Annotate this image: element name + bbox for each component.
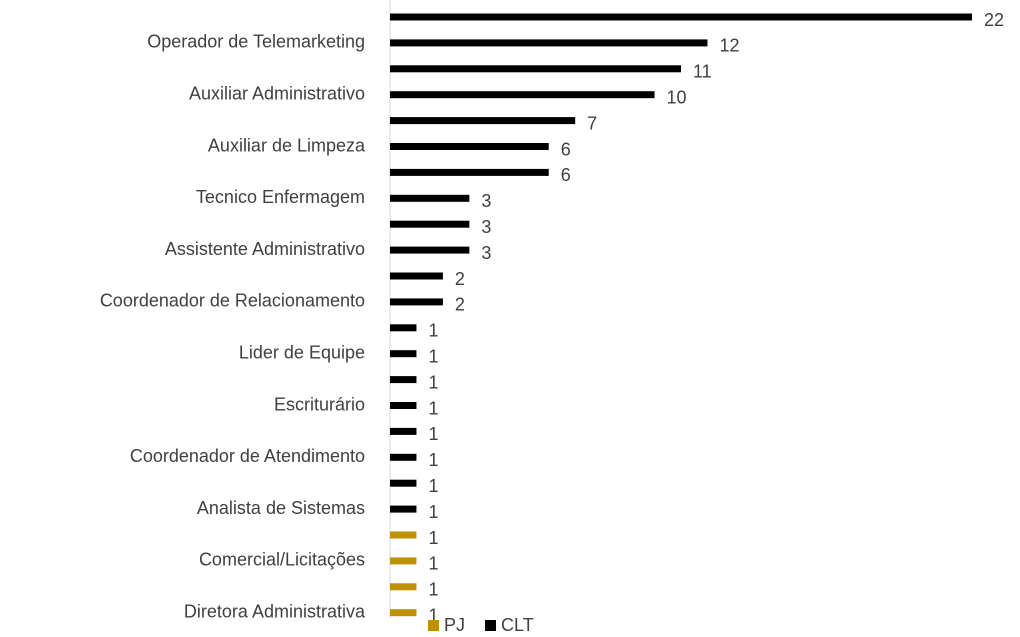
- value-label: 1: [428, 554, 438, 574]
- legend-swatch: [428, 620, 439, 631]
- value-label: 1: [428, 580, 438, 600]
- y-tick-label: Coordenador de Relacionamento: [100, 291, 365, 311]
- value-label: 1: [428, 424, 438, 444]
- bar: [390, 220, 470, 228]
- legend-label: PJ: [444, 615, 465, 635]
- value-label: 1: [428, 321, 438, 341]
- bar: [390, 13, 972, 21]
- y-tick-label: Auxiliar Administrativo: [189, 83, 365, 103]
- bar: [390, 324, 417, 332]
- bar: [390, 402, 417, 409]
- value-label: 3: [481, 191, 491, 211]
- bar: [390, 39, 708, 47]
- value-label: 6: [561, 139, 571, 159]
- bar: [390, 453, 417, 461]
- bar: [390, 168, 549, 176]
- bar: [390, 479, 417, 487]
- bar: [390, 350, 417, 358]
- bar: [390, 557, 417, 565]
- value-label: 1: [428, 605, 438, 625]
- legend-swatch: [485, 620, 497, 631]
- value-label: 1: [428, 372, 438, 392]
- bar: [390, 609, 417, 617]
- y-tick-label: Comercial/Licitações: [199, 550, 365, 570]
- value-label: 12: [719, 36, 739, 56]
- y-tick-label: Auxiliar de Limpeza: [208, 135, 366, 155]
- value-label: 2: [455, 269, 465, 289]
- value-label: 1: [428, 346, 438, 366]
- value-label: 1: [428, 476, 438, 496]
- value-label: 11: [693, 62, 712, 82]
- bar: [390, 531, 417, 539]
- value-label: 1: [428, 502, 438, 522]
- bar: [390, 91, 655, 99]
- y-tick-label: Tecnico Enfermagem: [196, 187, 365, 207]
- value-label: 7: [587, 113, 597, 133]
- value-label: 3: [481, 217, 491, 237]
- value-label: 1: [428, 450, 438, 470]
- value-label: 3: [481, 243, 491, 263]
- value-label: 6: [561, 165, 571, 185]
- bar: [390, 376, 417, 384]
- value-label: 10: [667, 87, 687, 107]
- y-tick-label: Diretora Administrativa: [184, 601, 366, 621]
- bar: [390, 298, 443, 306]
- bar: [390, 505, 417, 513]
- value-label: 1: [428, 528, 438, 548]
- bar: [390, 246, 470, 254]
- value-label: 2: [455, 295, 465, 315]
- y-tick-label: Lider de Equipe: [239, 342, 365, 362]
- y-tick-label: Operador de Telemarketing: [147, 32, 365, 52]
- bar: [390, 427, 417, 435]
- bar: [390, 272, 443, 280]
- y-tick-label: Coordenador de Atendimento: [130, 446, 365, 466]
- y-tick-label: Escriturário: [274, 394, 365, 414]
- value-label: 1: [428, 398, 438, 418]
- bar: [390, 65, 681, 73]
- bar: [390, 117, 576, 125]
- legend-label: CLT: [501, 615, 534, 635]
- value-label: 22: [984, 10, 1004, 30]
- bar: [390, 194, 470, 202]
- y-tick-label: Analista de Sistemas: [197, 498, 365, 518]
- bar: [390, 143, 549, 150]
- bar: [390, 583, 417, 591]
- y-tick-label: Assistente Administrativo: [165, 239, 365, 259]
